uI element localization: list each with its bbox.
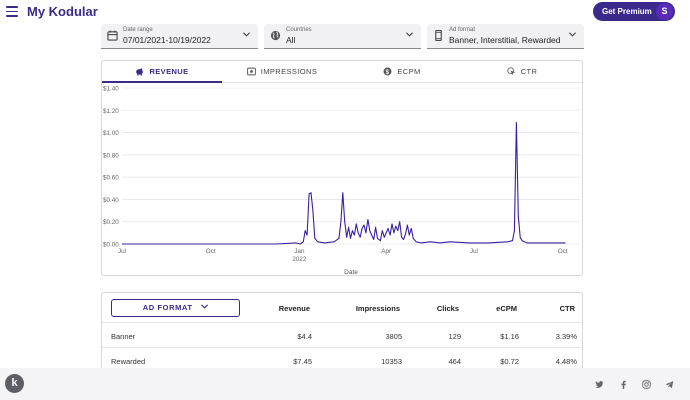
tab-impressions[interactable]: IMPRESSIONS [222, 61, 342, 83]
y-tick-label: $0.00 [103, 242, 119, 249]
header-revenue[interactable]: Revenue [278, 304, 310, 313]
chevron-down-icon [201, 304, 209, 309]
chevron-down-icon [569, 32, 576, 37]
avatar[interactable]: S [656, 3, 673, 20]
twitter-icon[interactable] [595, 380, 604, 389]
ad-format-value: Banner, Interstitial, Rewarded [449, 35, 561, 45]
ad-format-filter[interactable]: Ad format Banner, Interstitial, Rewarded [427, 24, 584, 49]
svg-text:$: $ [386, 70, 390, 76]
date-range-value: 07/01/2021-10/19/2022 [123, 35, 211, 45]
phone-icon [435, 30, 442, 41]
click-icon [507, 67, 515, 76]
countries-label: Countries [286, 27, 312, 33]
y-tick-label: $1.20 [103, 108, 119, 115]
header-ecpm[interactable]: eCPM [496, 304, 517, 313]
row-clicks: 464 [448, 357, 461, 366]
x-tick-label: Jan [294, 248, 305, 255]
table-row: Rewarded $7.45 10353 464 $0.72 4.48% [102, 347, 582, 372]
piggy-bank-icon [136, 68, 144, 76]
app-title[interactable]: My Kodular [27, 4, 98, 19]
row-ctr: 3.39% [555, 332, 577, 341]
date-range-filter[interactable]: Date range 07/01/2021-10/19/2022 [101, 24, 258, 49]
row-ecpm: $1.16 [500, 332, 519, 341]
ad-format-table: AD FORMAT Revenue Impressions Clicks eCP… [101, 292, 583, 376]
countries-filter[interactable]: Countries All [264, 24, 421, 49]
x-tick-label: Oct [558, 248, 568, 255]
x-tick-sublabel: 2022 [292, 256, 307, 263]
facebook-icon[interactable] [619, 380, 628, 389]
metric-tabs: REVENUE IMPRESSIONS $ ECPM CTR [102, 61, 582, 83]
row-format-name: Banner [111, 332, 136, 341]
row-impressions: 10353 [381, 357, 402, 366]
row-format-name: Rewarded [111, 357, 146, 366]
globe-icon [270, 30, 281, 41]
header-ctr[interactable]: CTR [559, 304, 575, 313]
x-tick-label: Apr [381, 248, 391, 255]
instagram-icon[interactable] [642, 380, 651, 389]
menu-icon[interactable] [6, 6, 18, 17]
x-tick-label: Jul [118, 248, 126, 255]
row-ctr: 4.48% [555, 357, 577, 366]
x-tick-label: Jul [470, 248, 478, 255]
get-premium-button[interactable]: Get Premium S [593, 2, 675, 21]
tab-impressions-label: IMPRESSIONS [260, 67, 318, 76]
tab-revenue[interactable]: REVENUE [102, 61, 222, 83]
ad-format-label: Ad format [449, 27, 476, 33]
tab-ctr[interactable]: CTR [462, 61, 582, 83]
x-axis-label: Date [344, 269, 358, 276]
revenue-chart[interactable]: $0.00 $0.20 $0.40 $0.60 $0.80 $1.00 $1.20 $1.40… [102, 83, 582, 277]
row-revenue: $4.4 [297, 332, 312, 341]
y-tick-label: $0.40 [103, 197, 119, 204]
row-revenue: $7.45 [293, 357, 312, 366]
y-tick-label: $0.80 [103, 152, 119, 159]
header-clicks[interactable]: Clicks [436, 304, 459, 313]
top-bar: My Kodular Get Premium S [0, 0, 690, 24]
dollar-circle-icon: $ [383, 67, 392, 76]
y-tick-label: $1.00 [103, 130, 119, 137]
table-row: Banner $4.4 3805 129 $1.16 3.39% [102, 322, 582, 347]
series-line-revenue [122, 121, 566, 245]
ad-format-button-label: AD FORMAT [142, 303, 193, 312]
chevron-down-icon [406, 32, 413, 37]
chart-card: REVENUE IMPRESSIONS $ ECPM CTR $0.00 $0.2… [101, 60, 583, 276]
row-impressions: 3805 [385, 332, 402, 341]
kodular-logo[interactable]: k [5, 374, 24, 393]
y-tick-label: $0.60 [103, 175, 119, 182]
y-tick-label: $0.20 [103, 219, 119, 226]
row-ecpm: $0.72 [500, 357, 519, 366]
ad-format-dropdown-button[interactable]: AD FORMAT [111, 299, 240, 317]
chevron-down-icon [243, 32, 250, 37]
x-tick-label: Oct [206, 248, 216, 255]
telegram-icon[interactable] [665, 380, 674, 389]
tab-revenue-label: REVENUE [149, 67, 189, 76]
tab-ecpm[interactable]: $ ECPM [342, 61, 462, 83]
date-range-label: Date range [123, 27, 153, 33]
header-impressions[interactable]: Impressions [355, 304, 400, 313]
view-icon [246, 67, 256, 76]
tab-ctr-label: CTR [520, 67, 538, 76]
footer: k [0, 368, 690, 400]
get-premium-label: Get Premium [602, 7, 652, 16]
row-clicks: 129 [448, 332, 461, 341]
calendar-icon [107, 30, 118, 41]
tab-ecpm-label: ECPM [397, 67, 421, 76]
countries-value: All [286, 35, 296, 45]
y-tick-label: $1.40 [103, 86, 119, 93]
